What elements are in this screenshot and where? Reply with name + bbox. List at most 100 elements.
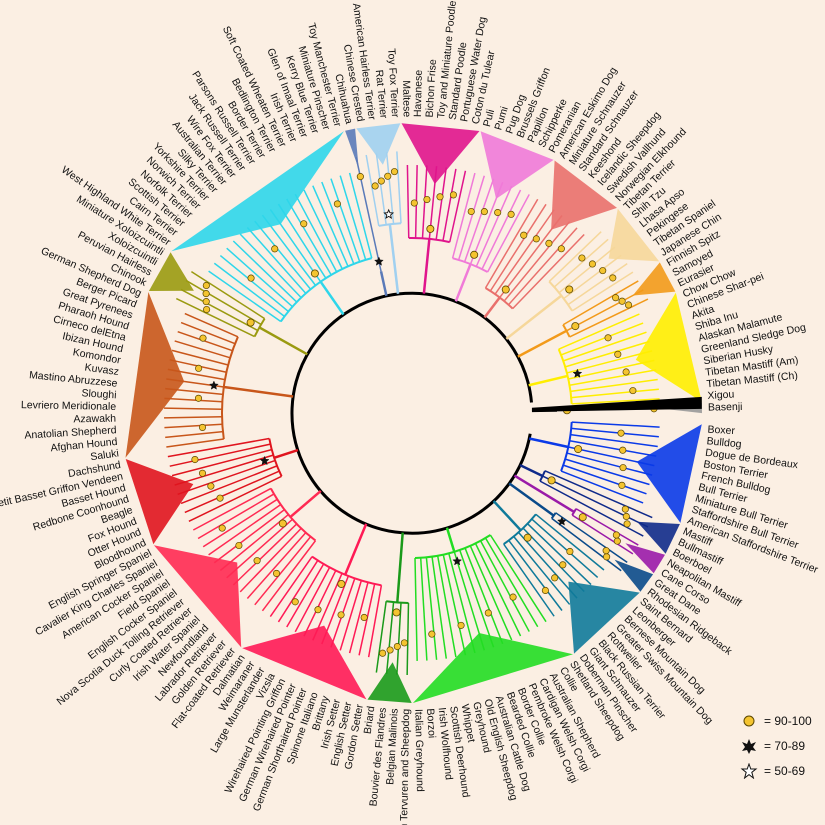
support-dot (235, 541, 243, 550)
support-dot (547, 476, 556, 485)
breed-label: Levriero Meridionale (21, 399, 117, 413)
support-dot (614, 350, 622, 358)
support-dot (390, 168, 398, 176)
support-dot (253, 557, 261, 565)
breed-label: Boxer (707, 424, 736, 438)
breed-label: Belgian Malinois (384, 708, 400, 785)
support-dot (523, 533, 532, 542)
support-dot (333, 200, 341, 208)
clade-european-mastiff (513, 474, 665, 574)
clade-pointer-setter (242, 523, 383, 700)
support-dot (393, 642, 401, 651)
support-dot (247, 274, 255, 282)
breed-label: Maltese (400, 80, 413, 117)
support-dot (574, 445, 583, 454)
support-dot (202, 298, 210, 306)
support-dot (384, 172, 392, 180)
support-dot (467, 207, 475, 216)
support-dot (377, 177, 385, 185)
breed-label: Azawakh (73, 413, 116, 426)
support-dot (622, 512, 630, 521)
breed-label: Sloughi (81, 387, 117, 401)
support-dot (423, 195, 431, 204)
support-dot (578, 513, 587, 522)
support-dot (565, 285, 574, 294)
support-dot (619, 464, 627, 472)
support-star-filled (572, 368, 583, 378)
support-dot (449, 191, 457, 199)
clade-asian-spitz (528, 292, 702, 405)
support-dot (198, 469, 207, 477)
clade-toy-terrier (356, 123, 402, 294)
clade-mediterranean (125, 292, 294, 458)
support-dot (618, 297, 626, 305)
support-star-filled (373, 256, 384, 266)
support-dot (246, 318, 255, 327)
breed-label: Borzoi (424, 708, 438, 738)
support-dot (602, 547, 610, 555)
breed-label: Toy Fox Terrier (385, 48, 401, 118)
support-dot (371, 182, 379, 190)
legend-row-high: = 90-100 (740, 708, 824, 733)
support-dot (612, 294, 620, 302)
breed-label: Saluki (90, 447, 120, 463)
support-dot (622, 368, 630, 376)
black-star-icon (742, 738, 756, 754)
support-dot (291, 598, 299, 606)
support-dot (202, 281, 210, 290)
clade-swiss-mastiff (492, 500, 640, 654)
support-dot (551, 574, 559, 582)
clade-continental-herding (367, 532, 412, 703)
support-dot (609, 274, 617, 282)
clade-spaniel-retriever (153, 487, 322, 648)
breed-label: Bulldog (706, 435, 742, 450)
outgroup-branch (531, 396, 702, 412)
clade-small-spitz (451, 131, 554, 302)
support-dot (310, 269, 319, 278)
support-dot (470, 250, 479, 259)
support-dot (588, 260, 596, 268)
support-dot (198, 423, 207, 431)
support-star-filled (452, 556, 463, 566)
support-dot (278, 519, 287, 528)
support-dot (484, 609, 492, 617)
clade-new-world (148, 252, 308, 356)
support-dot (314, 606, 322, 614)
clade-scent-hound (125, 437, 299, 545)
support-dot (199, 334, 207, 342)
support-dot (571, 322, 580, 331)
legend-label-high: = 90-100 (764, 713, 812, 728)
support-dot (379, 649, 387, 657)
bootstrap-legend: = 90-100 = 70-89 = 50-69 (740, 708, 824, 783)
breed-label: Briard (362, 705, 378, 735)
support-dot (557, 245, 565, 253)
breed-label: Bichon Frise (424, 59, 439, 118)
support-dot (410, 199, 418, 207)
support-dot (426, 224, 435, 233)
support-dot (203, 305, 211, 314)
breed-label: Belgian Tervuren and Sheepdog (398, 709, 413, 825)
support-dot (541, 586, 549, 595)
support-dot (520, 231, 528, 239)
support-dot (629, 387, 637, 395)
support-dot (494, 208, 502, 217)
support-dot (457, 621, 465, 629)
support-dot (619, 446, 627, 454)
support-dot (356, 173, 364, 181)
support-dot (216, 494, 224, 502)
support-dot (202, 290, 210, 298)
clade-ridgeback (508, 482, 654, 592)
breed-label: Havanese (412, 70, 425, 118)
support-dot (559, 561, 567, 569)
support-dot (272, 569, 281, 577)
support-dot (545, 239, 553, 247)
support-dot (603, 553, 611, 561)
support-star-filled (259, 455, 270, 466)
clade-chihuahua (345, 128, 388, 297)
support-dot (604, 334, 612, 342)
breed-label: Xigou (707, 388, 735, 402)
support-dot (337, 579, 346, 588)
support-star-open (383, 208, 395, 219)
support-dot (507, 210, 515, 218)
